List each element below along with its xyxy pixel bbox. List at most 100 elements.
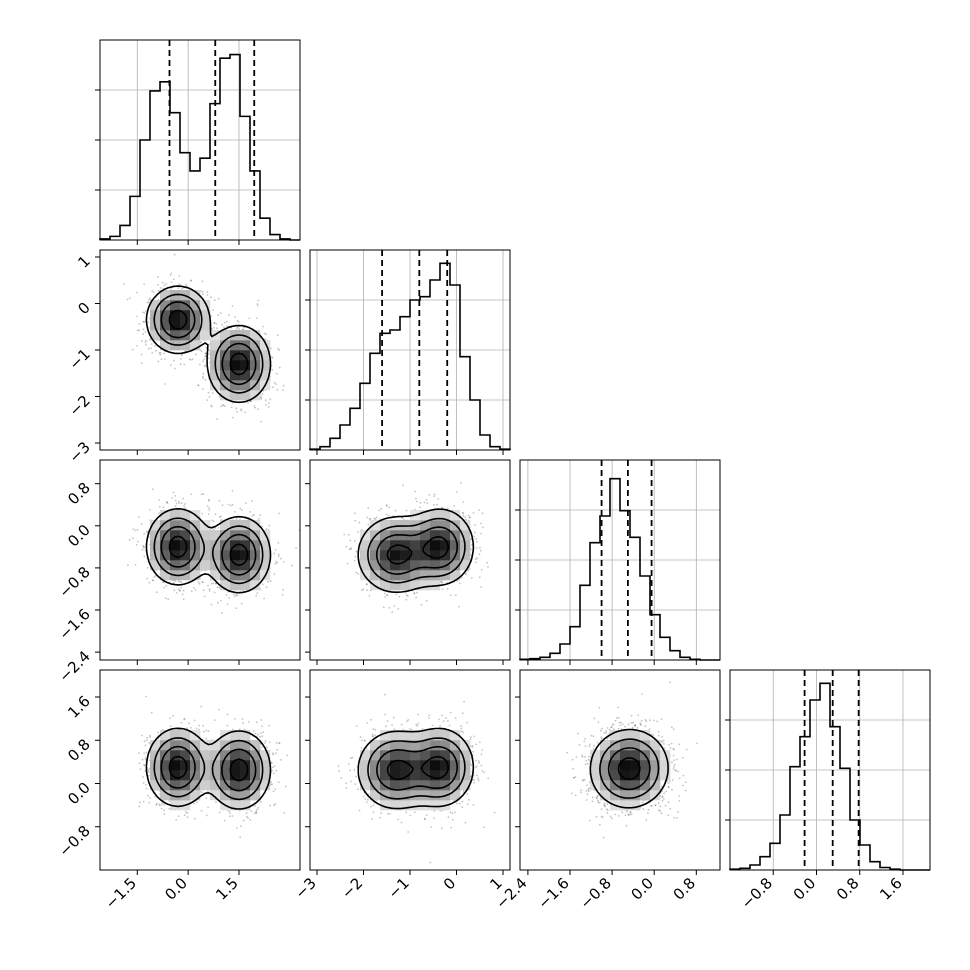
scatter-point [367,506,370,509]
density-cell [260,550,271,561]
scatter-point [208,396,211,398]
scatter-point [146,566,149,569]
scatter-point [386,594,388,596]
density-cell [200,550,211,561]
scatter-point [212,309,214,312]
scatter-point [374,518,377,520]
density-cell [410,540,421,551]
scatter-point [413,592,416,594]
scatter-point [271,386,274,389]
density-cell [160,510,171,521]
scatter-point [204,364,207,367]
scatter-point [200,493,203,496]
scatter-point [349,539,352,542]
scatter-point [165,501,168,503]
scatter-point [260,395,262,397]
scatter-point [240,408,243,411]
density-cell [240,380,251,391]
scatter-point [265,586,268,589]
density-cell [170,550,181,561]
scatter-point [236,319,239,322]
scatter-point [159,353,162,356]
scatter-point [481,512,484,515]
contour-line [145,285,272,404]
scatter-point [277,555,280,558]
scatter-point [175,592,178,594]
scatter-point [420,603,423,606]
density-cell [240,540,251,551]
scatter-point [210,603,213,606]
scatter-point [177,588,180,590]
scatter-point [201,512,204,515]
scatter-point [172,715,175,717]
scatter-point [218,500,221,502]
density-cell [450,540,461,551]
scatter-point [406,594,408,597]
density-cell [180,340,191,351]
panel-content [127,488,300,614]
y-tick-label: 1 [74,252,93,271]
joint-panel [309,459,511,661]
density-cell [220,360,231,371]
density-cell [230,340,241,351]
density-cell [210,340,221,351]
scatter-point [229,504,232,507]
density-cell [160,320,171,331]
density-cell [260,360,271,371]
scatter-point [223,326,225,328]
scatter-point [136,315,139,318]
scatter-point [149,297,151,299]
scatter-point [208,509,211,511]
scatter-point [268,402,270,404]
scatter-point [157,360,160,363]
scatter-point [155,349,157,352]
scatter-point [143,546,145,549]
scatter-point [169,364,172,366]
scatter-point [366,589,368,591]
density-cell [250,540,261,551]
density-cell [390,520,401,531]
scatter-point [147,301,150,303]
density-cell [230,560,241,571]
scatter-point [138,323,141,325]
scatter-point [150,343,153,345]
scatter-point [163,383,166,385]
scatter-point [479,522,482,525]
scatter-point [143,312,146,314]
density-cell [200,540,211,551]
scatter-point [385,513,388,516]
scatter-point [221,612,224,614]
scatter-point [197,384,200,387]
scatter-point [437,498,440,500]
scatter-point [154,575,157,577]
density-cell [220,350,231,361]
scatter-point [369,517,372,520]
scatter-point [193,586,195,589]
scatter-point [172,491,175,494]
scatter-point [186,285,188,288]
density-cell [150,530,161,541]
density-cell [210,370,221,381]
scatter-point [220,405,223,408]
scatter-point [382,606,385,609]
density-cell [230,370,241,381]
y-tick-label: 0.0 [64,521,94,551]
scatter-point [475,561,478,564]
scatter-point [236,326,239,329]
scatter-point [256,303,259,305]
scatter-point [223,321,226,324]
scatter-point [208,590,211,592]
density-cell [210,350,221,361]
scatter-point [354,519,357,522]
scatter-point [238,328,241,330]
scatter-point [478,553,481,555]
scatter-point [210,582,213,585]
scatter-point [404,592,407,594]
scatter-point [291,564,293,567]
density-cell [250,330,261,341]
scatter-point [479,546,481,549]
scatter-point [198,582,201,585]
scatter-point [180,586,183,589]
scatter-point [261,583,264,586]
density-cell [240,350,251,361]
